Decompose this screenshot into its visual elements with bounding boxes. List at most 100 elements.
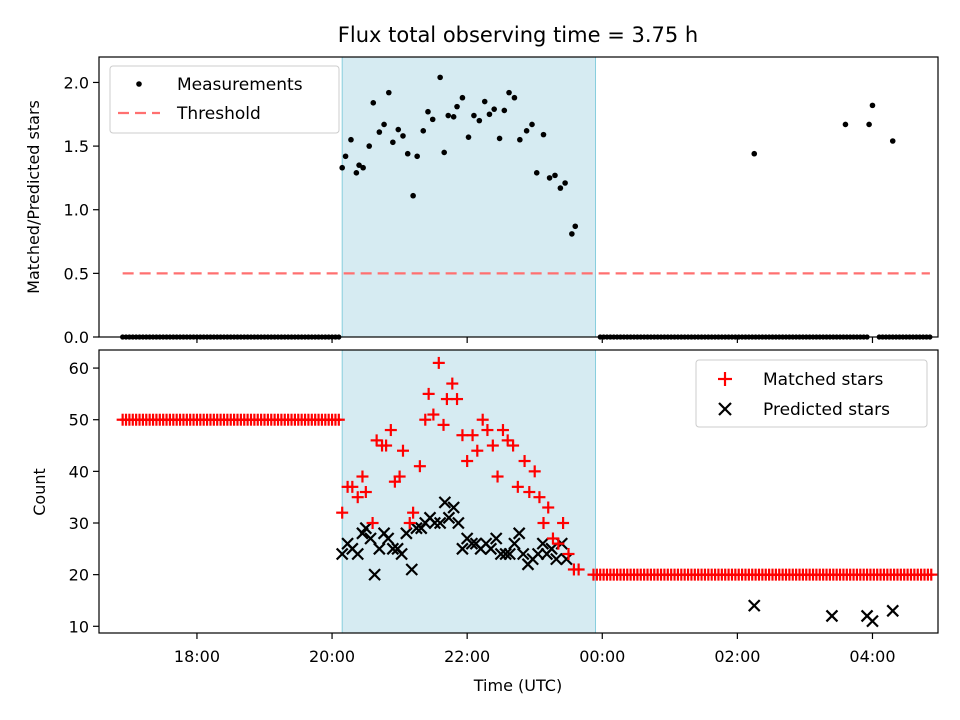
measurement-point [486,111,493,118]
measurement-point [476,117,483,124]
matched-star-point [491,470,504,483]
measurement-point [429,116,436,123]
predicted-star-point [516,547,530,561]
matched-star-point [384,424,397,437]
cross-b [410,521,423,535]
cross-b [508,537,521,550]
matched-star-point [432,356,445,369]
bottom-y-tick-label: 60 [69,359,89,378]
measurement-point [546,175,553,181]
matched-star-point [466,429,479,442]
matched-star-point [501,434,514,447]
legend-matched-label: Matched stars [763,370,883,390]
predicted-star-point [452,516,465,530]
measurement-point [481,98,488,105]
measurement-point [339,164,345,171]
cross-b [456,542,469,556]
x-tick-label: 22:00 [444,647,490,666]
measurement-point [342,153,349,160]
cross-b [747,599,761,612]
measurement-point [420,128,427,134]
cross-b [373,542,386,556]
predicted-star-point [503,547,516,561]
matched-star-point [528,465,541,478]
measurement-point [381,121,387,128]
cross-b [465,537,479,550]
predicted-star-point [351,547,365,561]
matched-star-point [427,408,440,421]
measurement-point [866,121,872,128]
cross-b [545,542,558,556]
x-axis-label: Time (UTC) [473,676,562,695]
bottom-legend-box [695,359,928,428]
bottom-points [116,356,938,628]
cross-b [395,547,408,561]
matched-star-point [518,455,531,468]
predicted-star-point [747,599,761,612]
bottom-y-tick-label: 30 [69,514,89,533]
matched-star-point [546,532,559,545]
predicted-star-point [381,532,395,545]
cross-b [489,532,503,545]
matched-star-point [486,439,499,452]
measurement-point [523,128,530,134]
measurement-point [557,185,564,191]
measurement-point [395,126,402,133]
matched-star-point [572,563,585,576]
chart-title: Flux total observing time = 3.75 h [338,23,698,47]
bottom-y-tick-label: 50 [69,411,89,430]
top-legend: Measurements Threshold [109,65,340,134]
matched-star-point [422,387,435,400]
legend-measurements-marker [136,81,142,87]
measurement-point [410,192,416,199]
matched-star-point [476,413,489,426]
matched-star-point [471,444,484,457]
predicted-star-point [512,527,526,540]
cross-b [428,516,442,530]
measurement-point [414,153,420,160]
matched-star-point [496,424,509,437]
predicted-star-point [428,516,442,530]
predicted-star-point [886,604,900,618]
measurement-point [404,150,411,157]
matched-star-point [511,480,524,493]
matched-star-point [440,393,453,406]
measurement-point [751,150,758,157]
cross-b [368,568,381,581]
top-y-tick-label: 1.0 [64,201,89,220]
measurement-point [572,223,579,230]
cross-b [452,516,465,530]
measurement-point [562,180,568,186]
legend-predicted-label: Predicted stars [763,400,890,420]
measurement-point [501,107,508,114]
matched-star-point [380,439,393,452]
measurement-point [533,170,540,176]
predicted-star-point [438,496,452,509]
predicted-star-point [484,542,498,556]
bottom-y-axis-label: Count [30,468,49,516]
matched-star-point [507,439,520,452]
bottom-y-tick-label: 10 [69,617,89,636]
matched-star-point [393,470,406,483]
x-tick-label: 02:00 [714,647,760,666]
measurement-point [471,112,477,119]
x-tick-label: 20:00 [309,647,355,666]
matched-star-point [552,537,565,550]
bottom-y-axis: 10 20 30 40 50 60 [69,359,99,636]
measurement-point [517,136,523,143]
cross-b [359,521,373,535]
matched-star-point [356,470,369,483]
predicted-star-point [560,552,573,566]
cross-b [351,547,365,561]
cross-b [560,552,573,566]
legend-matched-marker [718,372,732,386]
matched-star-point [446,377,459,390]
top-x-ticks [196,337,874,343]
matched-star-point [359,486,372,499]
matched-star-point [396,444,409,457]
matched-star-point [481,424,494,437]
top-y-axis: 0.0 0.5 1.0 1.5 2.0 [64,73,99,347]
measurement-point [869,102,876,109]
cross-b [484,542,498,556]
